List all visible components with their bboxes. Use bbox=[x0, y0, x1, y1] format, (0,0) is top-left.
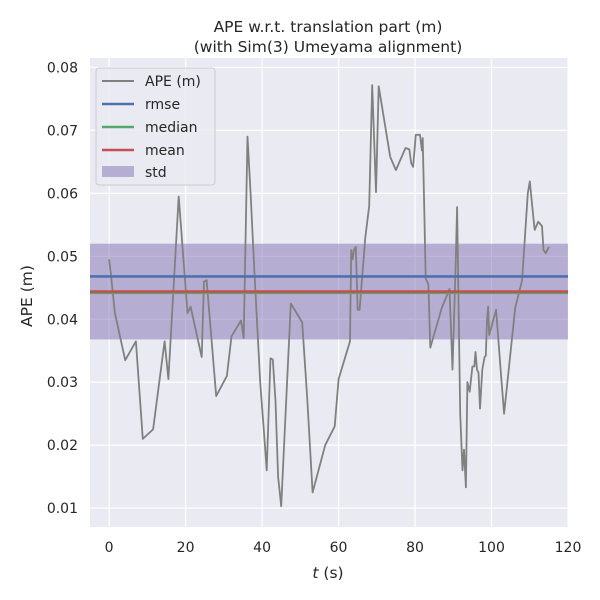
x-axis-label-var: t bbox=[312, 564, 319, 582]
y-tick-label: 0.02 bbox=[47, 438, 78, 454]
legend-label-ape: APE (m) bbox=[145, 74, 201, 90]
x-tick-label: 100 bbox=[478, 540, 505, 556]
y-tick-label: 0.05 bbox=[47, 249, 78, 265]
x-tick-label: 40 bbox=[253, 540, 271, 556]
legend-label-median: median bbox=[145, 120, 197, 136]
y-axis-label: APE (m) bbox=[18, 265, 36, 327]
y-tick-label: 0.03 bbox=[47, 375, 78, 391]
x-axis-label-unit: (s) bbox=[318, 564, 343, 582]
chart-title-line2: (with Sim(3) Umeyama alignment) bbox=[194, 38, 463, 56]
x-axis-label: t (s) bbox=[312, 564, 343, 582]
legend: APE (m) rmse median mean std bbox=[95, 67, 216, 186]
legend-label-mean: mean bbox=[145, 143, 185, 159]
y-tick-label: 0.04 bbox=[47, 312, 78, 328]
legend-frame bbox=[95, 67, 216, 186]
ape-series-line bbox=[108, 84, 550, 508]
x-tick-label: 0 bbox=[105, 540, 114, 556]
x-axis-ticks: 0 20 40 60 80 100 120 bbox=[105, 540, 582, 556]
chart-title-line1: APE w.r.t. translation part (m) bbox=[214, 18, 443, 36]
legend-swatch-std bbox=[102, 166, 134, 177]
y-tick-label: 0.06 bbox=[47, 186, 78, 202]
legend-label-rmse: rmse bbox=[145, 97, 180, 113]
x-tick-label: 80 bbox=[406, 540, 424, 556]
plot-area bbox=[90, 58, 569, 527]
x-tick-label: 120 bbox=[555, 540, 582, 556]
y-tick-label: 0.01 bbox=[47, 501, 78, 517]
legend-label-std: std bbox=[145, 165, 167, 181]
y-tick-label: 0.08 bbox=[47, 60, 78, 76]
x-tick-label: 60 bbox=[330, 540, 348, 556]
x-tick-label: 20 bbox=[177, 540, 195, 556]
y-axis-ticks: 0.01 0.02 0.03 0.04 0.05 0.06 0.07 0.08 bbox=[47, 60, 78, 517]
y-tick-label: 0.07 bbox=[47, 123, 78, 139]
